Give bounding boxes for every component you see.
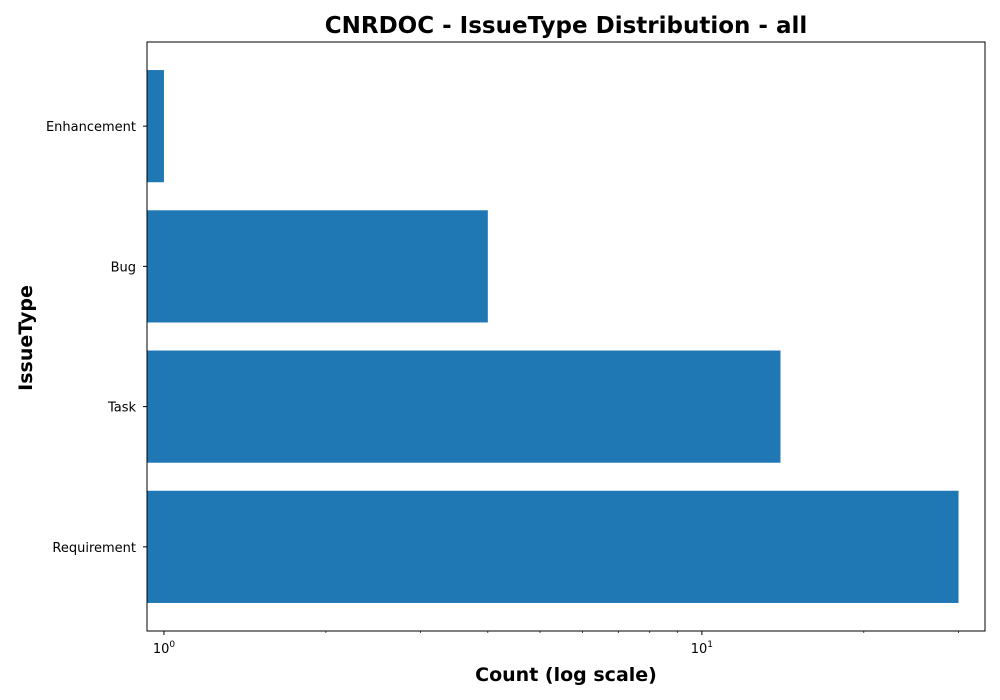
x-tick-label-base: 10 — [691, 642, 708, 657]
bar-enhancement — [147, 70, 164, 183]
x-axis-ticks: 100 101 — [153, 631, 959, 657]
x-axis-label: Count (log scale) — [475, 664, 657, 686]
y-tick-label: Task — [107, 401, 137, 416]
x-tick-label-exponent: 1 — [707, 640, 713, 650]
y-tick-label: Enhancement — [46, 120, 136, 135]
plot-frame — [146, 41, 986, 632]
y-axis-label: IssueType — [15, 285, 37, 391]
y-tick-label: Bug — [111, 260, 136, 275]
x-tick-label-base: 10 — [153, 642, 170, 657]
bar-requirement — [147, 490, 959, 603]
bar-task — [147, 350, 781, 463]
x-tick-label: 100 — [153, 640, 176, 657]
chart-title: CNRDOC - IssueType Distribution - all — [325, 13, 807, 39]
bar-bug — [147, 210, 488, 323]
bars-group — [147, 70, 959, 603]
x-tick-label: 101 — [691, 640, 713, 657]
x-tick-label-exponent: 0 — [169, 640, 175, 650]
y-tick-label: Requirement — [52, 541, 136, 556]
y-axis-ticks: Requirement Task Bug Enhancement — [46, 120, 147, 556]
